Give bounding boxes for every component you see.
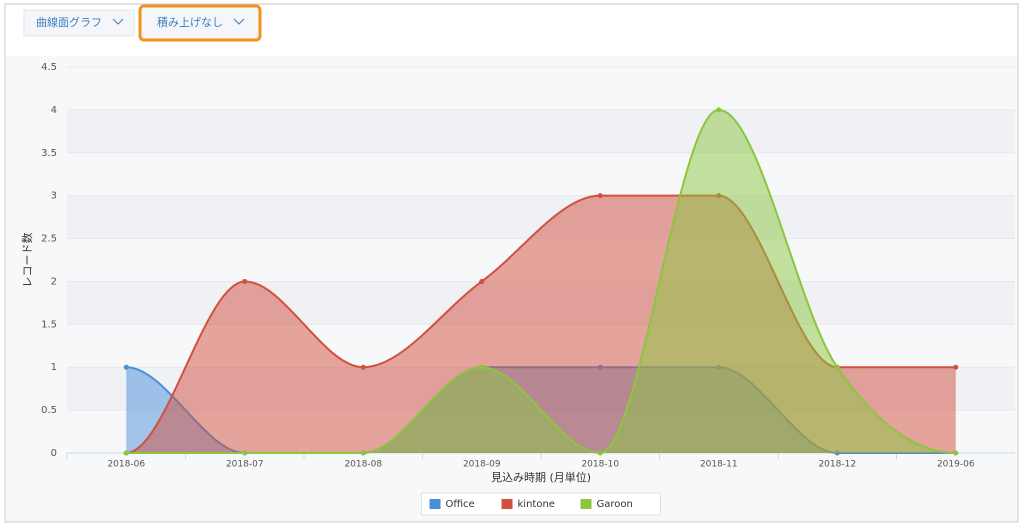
point-marker [123, 450, 129, 456]
point-marker [597, 450, 603, 456]
point-marker [242, 278, 248, 284]
dropdown-arrow [233, 18, 245, 25]
point-marker [953, 450, 959, 456]
x-tick-label: 2018-11 [700, 460, 738, 470]
chart-type-label: 曲線面グラフ [36, 15, 102, 29]
legend-label: Garoon [597, 499, 633, 510]
y-tick-label: 0.5 [41, 405, 57, 416]
y-tick-label: 0 [51, 448, 57, 459]
x-tick-label: 2018-10 [581, 460, 619, 470]
x-tick-label: 2019-06 [937, 460, 975, 470]
stacking-label: 積み上げなし [157, 15, 223, 29]
point-marker [716, 107, 722, 113]
y-tick-label: 1 [51, 362, 57, 373]
y-tick-label: 2 [51, 276, 57, 287]
area-fill [126, 109, 956, 453]
point-marker [597, 193, 603, 199]
x-tick-label: 2018-08 [344, 460, 382, 470]
legend-swatch [580, 499, 592, 509]
point-marker [360, 450, 366, 456]
point-marker [479, 278, 485, 284]
legend-label: kintone [518, 499, 555, 510]
legend-swatch [501, 499, 513, 509]
y-tick-label: 3.5 [41, 148, 57, 159]
y-tick-label: 4.5 [41, 62, 57, 73]
stacking-dropdown[interactable] [138, 4, 262, 42]
x-tick-label: 2018-12 [818, 460, 856, 470]
y-tick-label: 4 [51, 105, 57, 116]
x-tick-label: 2018-09 [463, 460, 501, 470]
x-tick-label: 2018-07 [226, 460, 264, 470]
chart-type-dropdown[interactable] [23, 9, 135, 37]
legend-box [421, 492, 661, 516]
point-marker [834, 364, 840, 370]
y-axis-label: レコード数 [21, 233, 34, 288]
plot-band [67, 109, 1015, 153]
x-axis-label: 見込み時期 (月単位) [491, 470, 591, 484]
point-marker [360, 364, 366, 370]
point-marker [953, 364, 959, 370]
dropdown-arrow [112, 18, 124, 25]
x-tick-label: 2018-06 [107, 460, 145, 470]
legend-label: Office [446, 499, 475, 510]
legend-swatch [429, 499, 441, 509]
y-tick-label: 2.5 [41, 234, 57, 245]
point-marker [123, 364, 129, 370]
point-marker [242, 450, 248, 456]
point-marker [479, 364, 485, 370]
y-tick-label: 3 [51, 191, 57, 202]
y-tick-label: 1.5 [41, 319, 57, 330]
